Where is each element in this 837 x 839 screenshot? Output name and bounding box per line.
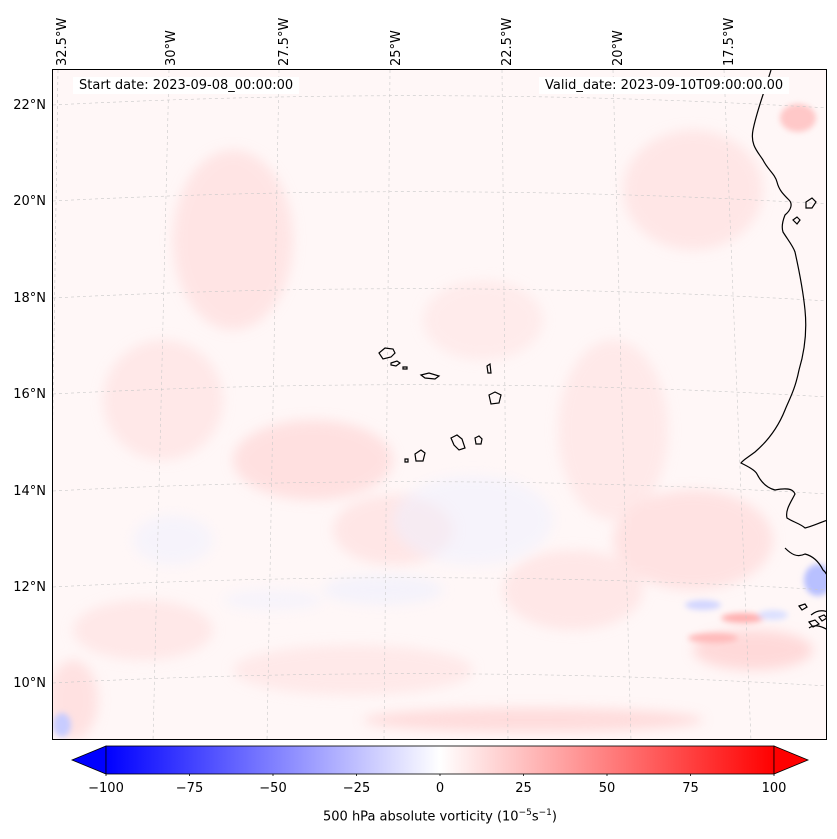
lat-label-14n: 14°N [13,484,46,499]
valid-date-label: Valid_date: 2023-09-10T09:00:00.00 [539,77,790,94]
lon-label-30w: 30°W [164,30,179,66]
colorbar-tick-label: 0 [435,781,445,796]
colorbar-extend-min [70,745,107,775]
colorbar-extend-max [773,745,810,775]
graticule [53,70,826,739]
africa-coastline [740,70,826,630]
colorbar-tick-label: −50 [259,781,287,796]
colorbar-tick-label: −100 [88,781,124,796]
colorbar-label-mid: s [531,809,539,825]
map-panel [52,69,827,740]
vorticity-field [53,70,826,739]
colorbar-tick-label: 50 [598,781,616,796]
positive-vorticity-patches [53,130,813,739]
colorbar-label-exp2: −1 [538,808,552,818]
lat-label-18n: 18°N [13,291,46,306]
lat-label-12n: 12°N [13,580,46,595]
colorbar-label-exp1: −5 [518,808,532,818]
colorbar-tick-label: −75 [175,781,204,796]
lon-label-32-5w: 32.5°W [55,17,70,66]
lat-label-16n: 16°N [13,387,46,402]
start-date-label: Start date: 2023-09-08_00:00:00 [73,77,300,94]
lon-label-25w: 25°W [389,30,404,66]
colorbar [70,745,810,776]
cape-verde-islands [378,347,502,463]
colorbar-label: 500 hPa absolute vorticity (10−5s−1) [140,808,740,824]
strong-vorticity-cores [53,104,826,737]
colorbar-label-end: ) [551,809,557,825]
lon-label-20w: 20°W [611,30,626,66]
lat-label-10n: 10°N [13,676,46,691]
guinea-islands [792,197,826,628]
lat-label-20n: 20°N [13,194,46,209]
colorbar-tick-label: 75 [682,781,699,796]
lon-label-27-5w: 27.5°W [277,17,292,66]
colorbar-label-text: 500 hPa absolute vorticity (10 [323,809,519,825]
negative-vorticity-patches [133,475,553,610]
lat-label-22n: 22°N [13,98,46,113]
colorbar-tick-label: −25 [342,781,371,796]
colorbar-ticks [105,774,775,776]
lon-label-22-5w: 22.5°W [500,17,515,66]
colorbar-gradient [105,745,775,775]
colorbar-tick-label: 100 [761,781,787,796]
lon-label-17-5w: 17.5°W [722,17,737,66]
colorbar-tick-label: 25 [515,781,532,796]
